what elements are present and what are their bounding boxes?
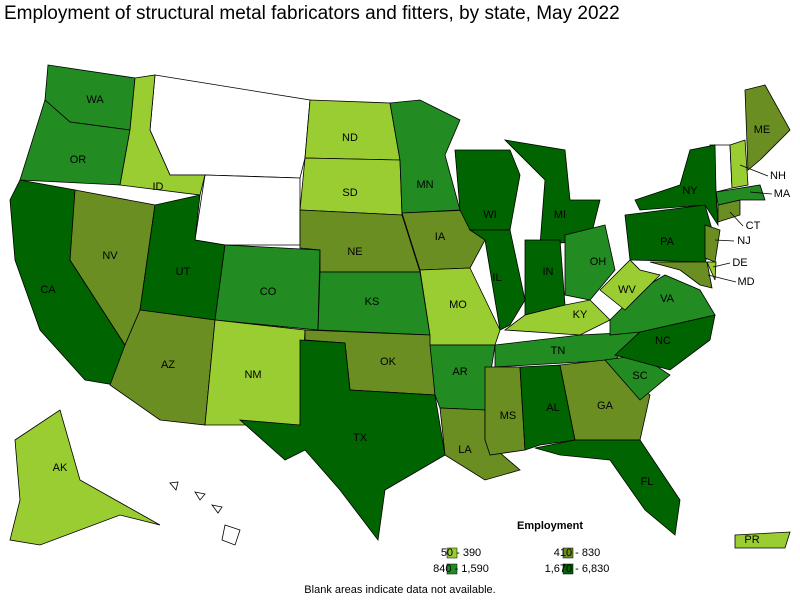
state <box>715 184 766 206</box>
state <box>401 209 486 271</box>
state-label: FL <box>641 476 654 488</box>
legend-swatch <box>446 563 458 575</box>
legend: Employment 50 - 390 410 - 830 840 - 1,590 1… <box>433 520 609 575</box>
state-label: AZ <box>161 359 175 371</box>
state-label: OR <box>70 154 87 166</box>
state-label: WV <box>618 284 636 296</box>
state-label: NY <box>682 185 698 197</box>
state-label: NH <box>770 170 786 182</box>
state-label: DE <box>732 257 747 269</box>
legend-label: 1,670 - 6,830 <box>545 563 610 575</box>
state-wyoming <box>194 174 301 246</box>
leader-line <box>707 274 737 283</box>
state <box>389 99 461 214</box>
state <box>729 139 749 189</box>
state <box>304 99 401 161</box>
state-label: MD <box>737 276 754 288</box>
legend-label: 410 - 830 <box>554 547 600 559</box>
state-label: SD <box>342 187 357 199</box>
legend-swatch <box>562 563 574 575</box>
leader-line <box>712 262 731 268</box>
footnote: Blank areas indicate data not available. <box>304 584 495 596</box>
state-label: KY <box>573 309 588 321</box>
state <box>734 531 791 549</box>
state <box>624 204 716 263</box>
state-label: GA <box>597 400 614 412</box>
state-label: NE <box>347 246 362 258</box>
state <box>704 224 721 263</box>
state-label: AK <box>53 462 68 474</box>
legend-title: Employment <box>517 520 583 532</box>
legend-label: 50 - 390 <box>441 547 481 559</box>
state-label: SC <box>632 370 647 382</box>
state <box>9 409 161 546</box>
leader-line <box>739 164 769 177</box>
state-label: MI <box>554 209 566 221</box>
state-label: WA <box>86 94 104 106</box>
state-label: WI <box>483 209 496 221</box>
state-label: IL <box>492 272 501 284</box>
state-label: ME <box>754 124 771 136</box>
state <box>468 229 526 331</box>
leader-line <box>714 239 735 242</box>
state-hawaii <box>211 504 223 514</box>
state-label: KS <box>365 296 380 308</box>
state-label: CO <box>260 286 277 298</box>
state-hawaii <box>221 524 241 546</box>
state-label: ND <box>342 132 358 144</box>
state <box>519 364 576 451</box>
state-label: PA <box>660 236 675 248</box>
state-montana <box>149 74 311 179</box>
leader-line <box>749 191 773 195</box>
state <box>503 139 601 246</box>
state-label: AL <box>546 402 559 414</box>
state-label: MO <box>449 299 467 311</box>
state-label: OK <box>380 356 397 368</box>
state-label: CT <box>746 220 761 232</box>
legend-swatch <box>446 547 458 559</box>
state-label: IA <box>435 231 446 243</box>
state-hawaii <box>169 481 179 491</box>
state <box>534 439 681 536</box>
legend-swatch <box>562 547 574 559</box>
state <box>614 314 716 371</box>
state-label: VA <box>660 293 675 305</box>
state-label: MS <box>500 410 517 422</box>
state-label: NV <box>102 250 118 262</box>
state <box>238 339 446 542</box>
state-label: TN <box>551 345 566 357</box>
state-label: MA <box>774 188 791 200</box>
state-label: NC <box>655 335 671 347</box>
state-hawaii <box>194 491 206 501</box>
state <box>744 84 791 171</box>
legend-label: 840 - 1,590 <box>433 563 489 575</box>
state-label: UT <box>176 266 191 278</box>
state-label: ID <box>153 181 164 193</box>
state-label: TX <box>353 432 368 444</box>
leader-line <box>729 211 744 227</box>
state <box>564 224 616 301</box>
state-label: NM <box>244 369 261 381</box>
state-label: CA <box>40 284 56 296</box>
state <box>119 74 206 196</box>
blank-states <box>149 74 733 546</box>
state <box>649 261 713 289</box>
state <box>484 366 526 456</box>
states: WA OR CA NV ID UT CO AZ NM ND SD NE KS OK TX MN IA MO AR LA… <box>9 64 791 549</box>
state-label: MN <box>416 179 433 191</box>
state-label: AR <box>452 366 467 378</box>
map-title: Employment of structural metal fabricato… <box>4 3 620 24</box>
state-label: PR <box>744 534 759 546</box>
state-label: LA <box>458 444 472 456</box>
state-label: OH <box>590 256 607 268</box>
state-label: IN <box>543 266 554 278</box>
state <box>599 259 661 311</box>
state-label: NJ <box>737 235 750 247</box>
